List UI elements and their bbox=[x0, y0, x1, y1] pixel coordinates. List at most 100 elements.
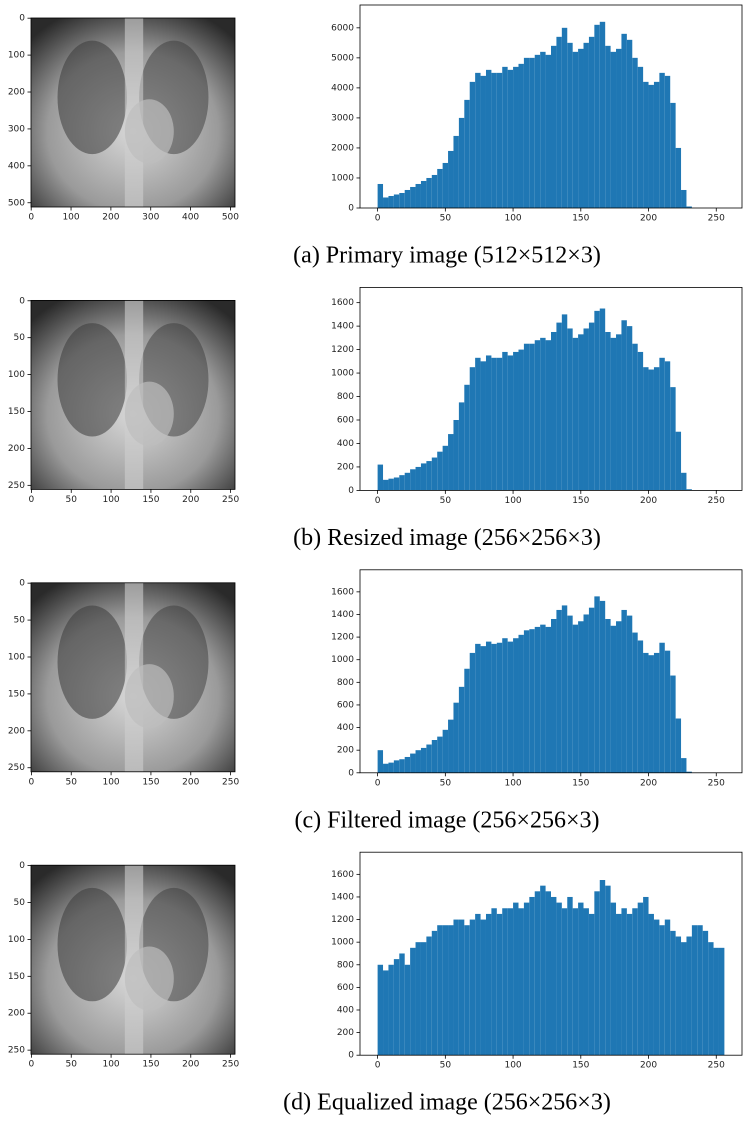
y-tick-label: 800 bbox=[337, 392, 354, 402]
x-tick-label: 50 bbox=[66, 1060, 78, 1070]
x-tick-label: 150 bbox=[142, 777, 159, 787]
histogram-bar bbox=[442, 445, 449, 491]
y-tick-label: 300 bbox=[8, 124, 25, 134]
histogram-bar bbox=[410, 469, 416, 491]
histogram-bar bbox=[637, 902, 644, 1056]
histogram-bar bbox=[653, 367, 660, 491]
histogram-bar bbox=[383, 197, 389, 208]
histogram-bar bbox=[410, 947, 416, 1056]
y-tick-label: 200 bbox=[337, 746, 354, 756]
image-frame bbox=[30, 299, 236, 490]
x-tick-label: 0 bbox=[29, 495, 35, 505]
x-tick-label: 0 bbox=[28, 213, 34, 223]
x-tick-label: 200 bbox=[640, 778, 657, 788]
x-tick-label: 150 bbox=[572, 1061, 589, 1071]
left-lung bbox=[57, 323, 127, 437]
histogram-bar bbox=[632, 343, 638, 491]
histogram-bar bbox=[415, 942, 421, 1056]
x-tick-label: 100 bbox=[504, 1061, 521, 1071]
histogram-bar bbox=[675, 431, 682, 491]
x-tick-label: 50 bbox=[440, 778, 452, 788]
x-tick-label: 200 bbox=[640, 496, 657, 506]
histogram-bar bbox=[534, 54, 541, 208]
histogram-bar bbox=[393, 959, 400, 1056]
histogram-bar bbox=[491, 908, 497, 1056]
histogram-bar bbox=[610, 337, 617, 491]
y-tick-label: 0 bbox=[19, 296, 25, 306]
histogram-bar bbox=[648, 84, 654, 208]
x-tick-label: 200 bbox=[640, 1061, 657, 1071]
histogram-bar bbox=[621, 908, 627, 1056]
y-tick-label: 1400 bbox=[331, 322, 354, 332]
image-frame bbox=[30, 864, 236, 1055]
y-tick-label: 250 bbox=[8, 481, 25, 491]
y-tick-label: 1200 bbox=[331, 345, 354, 355]
histogram-bar bbox=[453, 135, 459, 208]
histogram-bar bbox=[653, 652, 660, 773]
histogram-bar bbox=[675, 147, 682, 208]
histogram-bar bbox=[377, 750, 384, 773]
histogram-bar bbox=[572, 51, 579, 208]
y-tick-label: 100 bbox=[8, 370, 25, 380]
histogram-bar bbox=[545, 340, 551, 491]
histogram-bar bbox=[496, 72, 503, 208]
y-tick-label: 3000 bbox=[331, 113, 354, 123]
histogram-bar bbox=[480, 361, 486, 491]
histogram-bar bbox=[561, 605, 568, 773]
histogram-bar bbox=[458, 402, 465, 491]
histogram-bar bbox=[485, 913, 492, 1056]
histogram-bar bbox=[675, 936, 682, 1056]
histogram-bar bbox=[659, 925, 665, 1056]
histogram-bar bbox=[399, 475, 405, 491]
histogram-bar bbox=[464, 384, 470, 491]
histogram-bar bbox=[664, 919, 671, 1056]
histogram-bar bbox=[437, 451, 443, 491]
histogram-bar bbox=[393, 194, 400, 208]
histogram-bar bbox=[567, 328, 573, 491]
x-tick-label: 200 bbox=[182, 1060, 199, 1070]
histogram-bar bbox=[426, 461, 432, 491]
histogram-bar bbox=[431, 457, 438, 491]
histogram-bar bbox=[583, 42, 589, 208]
histogram-bar bbox=[561, 908, 568, 1056]
histogram-bar bbox=[431, 740, 438, 773]
y-tick-label: 200 bbox=[8, 1009, 25, 1019]
histogram-bar bbox=[626, 615, 633, 773]
y-tick-label: 400 bbox=[337, 439, 354, 449]
x-tick-label: 150 bbox=[572, 496, 589, 506]
histogram-bar bbox=[377, 183, 384, 208]
histogram-bar bbox=[399, 759, 405, 773]
y-tick-label: 400 bbox=[337, 1005, 354, 1015]
histogram-bar bbox=[551, 331, 557, 491]
histogram-bar bbox=[453, 702, 459, 773]
histogram-bar bbox=[578, 621, 584, 773]
histogram-bar bbox=[523, 343, 530, 491]
histogram-bar bbox=[551, 45, 557, 208]
histogram-bar bbox=[442, 729, 449, 773]
x-tick-label: 250 bbox=[708, 778, 725, 788]
histogram-bar bbox=[540, 624, 546, 773]
histogram-bar bbox=[653, 81, 660, 208]
histogram-bar bbox=[523, 57, 530, 209]
y-tick-label: 100 bbox=[8, 51, 25, 61]
histogram-bar bbox=[393, 477, 400, 491]
histogram-bar bbox=[388, 762, 394, 773]
histogram-bar bbox=[415, 750, 421, 773]
histogram-bar bbox=[518, 908, 524, 1056]
histogram-bar bbox=[561, 314, 568, 491]
y-tick-label: 100 bbox=[8, 935, 25, 945]
y-tick-label: 1400 bbox=[331, 610, 354, 620]
histogram-bar bbox=[415, 466, 421, 491]
histogram-bar bbox=[605, 331, 611, 491]
histogram-bar bbox=[507, 908, 514, 1056]
histogram-bar bbox=[420, 180, 427, 208]
histogram-bar bbox=[556, 902, 562, 1056]
histogram-bar bbox=[491, 643, 497, 773]
left-lung bbox=[57, 605, 127, 719]
histogram-bar bbox=[670, 675, 676, 773]
x-tick-label: 100 bbox=[504, 778, 521, 788]
x-tick-label: 400 bbox=[182, 213, 199, 223]
histogram-bar bbox=[572, 908, 579, 1056]
histogram-bar bbox=[513, 351, 519, 491]
histogram-bar bbox=[610, 51, 617, 208]
